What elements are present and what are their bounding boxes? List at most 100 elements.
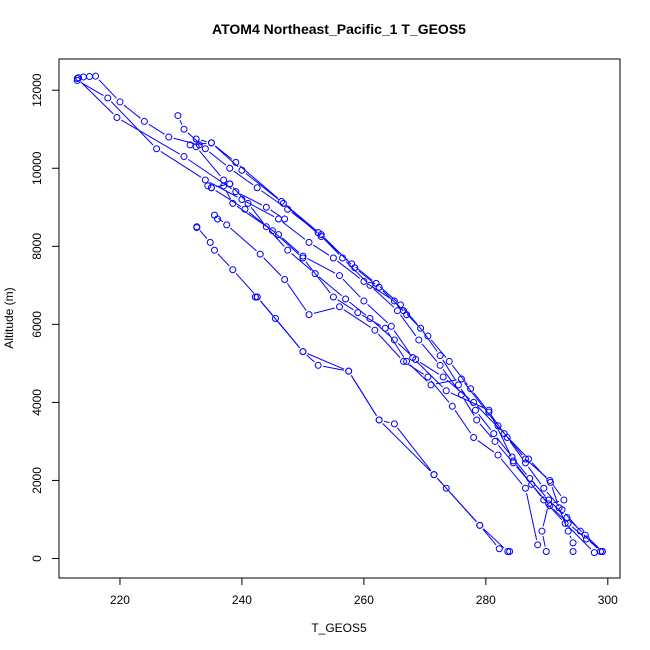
data-point (546, 476, 554, 484)
data-point (329, 254, 337, 262)
series-segment (382, 423, 431, 472)
data-point (329, 293, 337, 301)
series-segment (322, 365, 344, 371)
series-segment (286, 206, 318, 234)
data-point (206, 238, 214, 246)
data-point (387, 322, 395, 330)
series-segment (526, 493, 538, 541)
series-segment (419, 361, 440, 375)
series-segment (208, 151, 227, 166)
series-segment (421, 343, 438, 362)
series-segment (442, 359, 457, 381)
data-point (336, 303, 343, 311)
series-segment (307, 353, 345, 370)
series-segment (546, 503, 563, 521)
data-point (256, 250, 264, 258)
data-point (390, 297, 398, 305)
data-point (494, 451, 502, 459)
data-point (454, 381, 462, 389)
data-point (525, 455, 533, 463)
data-point (561, 519, 569, 527)
data-point (223, 221, 231, 229)
data-point (506, 547, 514, 555)
series-segment (397, 427, 432, 471)
series-segment (478, 413, 492, 430)
series-segment (553, 500, 560, 504)
data-point (430, 471, 438, 479)
series-segment (318, 276, 343, 297)
data-point (490, 430, 498, 438)
y-axis: 0 2000 4000 6000 8000 10000 12000 (30, 73, 59, 562)
series-segment (446, 379, 471, 400)
series-segment (382, 290, 401, 308)
series-segment (367, 283, 391, 299)
y-tick-label: 0 (30, 555, 44, 562)
series-segment (464, 382, 496, 423)
data-point (317, 231, 325, 239)
series-segment (560, 512, 567, 527)
data-point (409, 354, 417, 362)
series-segment (406, 313, 425, 333)
data-point (229, 199, 237, 207)
data-point (232, 158, 240, 166)
data-point (375, 416, 383, 424)
chart-title: ATOM4 Northeast_Pacific_1 T_GEOS5 (212, 21, 466, 37)
data-point (448, 402, 456, 410)
data-point (281, 215, 289, 223)
series-segment (564, 513, 578, 528)
data-point (140, 117, 148, 125)
data-point (476, 521, 484, 529)
y-tick-label: 8000 (30, 233, 44, 260)
data-point (521, 484, 529, 492)
data-point (75, 74, 83, 82)
series-segment (490, 414, 512, 457)
series-segment (497, 444, 511, 460)
data-point (424, 373, 432, 381)
data-point (417, 324, 425, 332)
data-point (201, 145, 209, 153)
data-point (485, 408, 493, 416)
series-segment (230, 227, 257, 252)
series-segment (373, 288, 395, 308)
series-segment (281, 237, 300, 254)
data-point (470, 434, 478, 442)
data-point (284, 246, 292, 254)
series-segment (200, 139, 207, 143)
series-3 (186, 139, 604, 555)
series-segment (397, 304, 404, 312)
series-segment (568, 526, 592, 550)
data-point (305, 311, 313, 319)
series-segment (305, 261, 331, 294)
data-point (92, 72, 100, 80)
series-segment (383, 420, 390, 424)
data-point (500, 430, 508, 438)
series-segment (215, 145, 233, 160)
series-segment (528, 466, 542, 485)
series-segment (588, 538, 600, 549)
data-point (471, 406, 479, 414)
data-point (508, 453, 516, 461)
data-point (538, 527, 546, 535)
data-point (165, 133, 173, 141)
series-segment (250, 207, 264, 224)
series-segment (287, 283, 307, 311)
data-point (345, 367, 353, 375)
data-point (180, 125, 188, 133)
data-point (555, 504, 563, 512)
data-point (317, 233, 325, 241)
series-segment (313, 307, 335, 314)
data-point (314, 361, 322, 369)
data-point (299, 252, 307, 260)
series-segment (260, 300, 301, 349)
data-point (540, 496, 548, 504)
series-segment (355, 266, 373, 281)
data-point (238, 195, 246, 203)
series-segment (552, 484, 562, 497)
series-segment (80, 81, 114, 115)
series-segment (496, 437, 510, 454)
series-segment (515, 464, 542, 497)
series-segment (415, 360, 444, 388)
data-point (534, 541, 542, 549)
series-segment (367, 303, 388, 324)
data-point (366, 281, 374, 289)
